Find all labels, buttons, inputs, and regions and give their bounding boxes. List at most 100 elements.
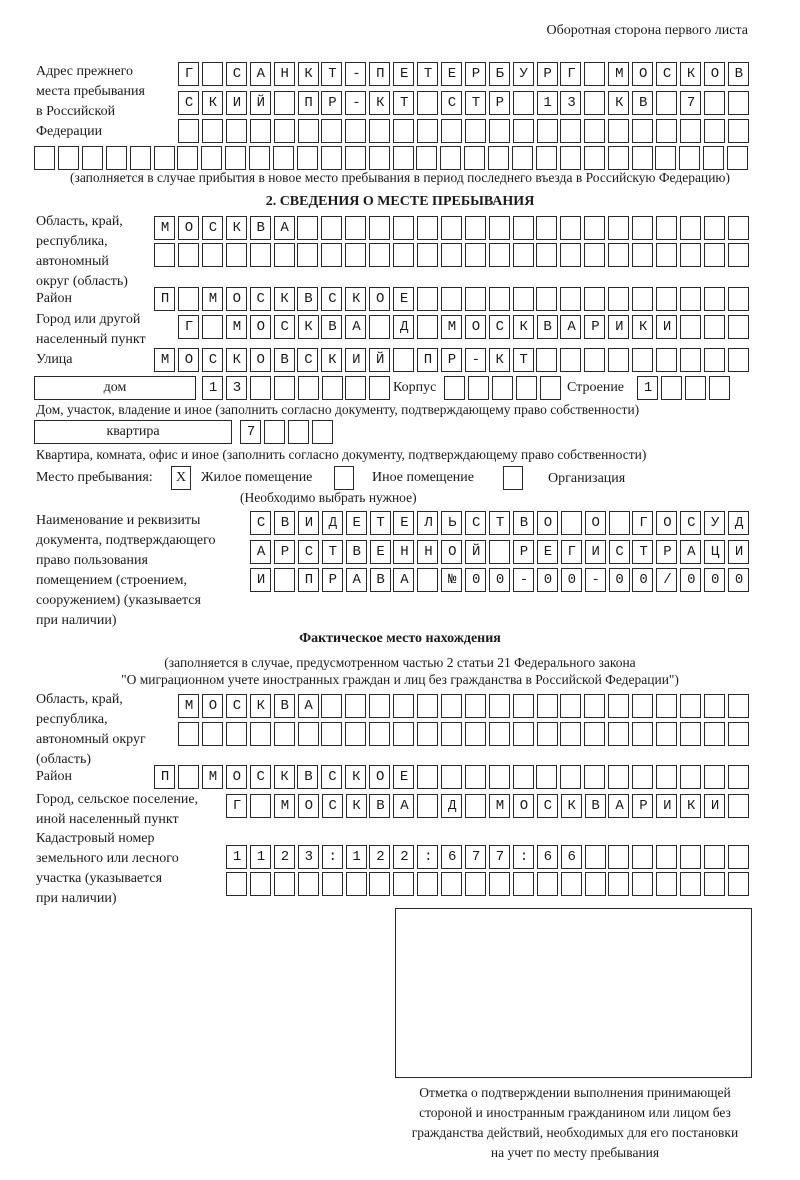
char-cell[interactable] (536, 91, 558, 115)
char-cell[interactable] (249, 62, 271, 86)
char-cell[interactable] (536, 216, 558, 240)
char-cell[interactable] (584, 315, 606, 339)
char-cell[interactable] (441, 540, 463, 564)
char-cell[interactable] (416, 348, 438, 372)
char-cell[interactable] (679, 765, 701, 789)
char-cell[interactable] (369, 315, 391, 339)
char-cell[interactable] (297, 540, 319, 564)
char-cell[interactable] (201, 765, 223, 789)
char-cell[interactable] (512, 872, 534, 896)
char-cell[interactable] (225, 146, 247, 170)
char-cell[interactable] (321, 243, 343, 267)
char-cell[interactable] (441, 568, 463, 592)
char-cell[interactable] (584, 794, 606, 818)
char-cell[interactable] (465, 872, 486, 896)
char-cell[interactable] (703, 119, 725, 143)
char-cell[interactable] (297, 62, 319, 86)
char-cell[interactable] (632, 540, 654, 564)
char-cell[interactable] (201, 287, 223, 311)
char-cell[interactable] (369, 694, 391, 718)
char-cell[interactable] (417, 845, 439, 869)
char-cell[interactable] (656, 315, 677, 339)
char-cell[interactable] (679, 216, 701, 240)
char-cell[interactable] (225, 765, 247, 789)
char-cell[interactable] (345, 694, 367, 718)
char-cell[interactable] (321, 540, 343, 564)
char-cell[interactable] (488, 794, 510, 818)
char-cell[interactable] (560, 62, 582, 86)
char-cell[interactable] (369, 216, 391, 240)
apartment-type-field[interactable]: квартира (34, 420, 232, 444)
char-cell[interactable] (369, 91, 391, 115)
char-cell[interactable] (464, 216, 486, 240)
char-cell[interactable] (727, 91, 749, 115)
char-cell[interactable] (440, 287, 462, 311)
char-cell[interactable] (607, 146, 629, 170)
char-cell[interactable] (679, 243, 701, 267)
char-cell[interactable] (488, 765, 510, 789)
char-cell[interactable] (608, 694, 630, 718)
char-cell[interactable] (679, 62, 701, 86)
char-cell[interactable] (368, 146, 390, 170)
char-cell[interactable] (201, 348, 223, 372)
char-cell[interactable] (727, 794, 749, 818)
char-cell[interactable] (273, 119, 295, 143)
char-cell[interactable] (536, 62, 558, 86)
char-cell[interactable] (441, 511, 463, 535)
char-cell[interactable] (655, 287, 677, 311)
char-cell[interactable] (440, 694, 462, 718)
char-cell[interactable] (249, 243, 271, 267)
char-cell[interactable] (287, 420, 309, 444)
char-cell[interactable] (249, 216, 271, 240)
char-cell[interactable] (249, 315, 271, 339)
char-cell[interactable] (703, 722, 725, 746)
char-cell[interactable] (464, 722, 486, 746)
char-cell[interactable] (512, 146, 533, 170)
char-cell[interactable] (369, 511, 391, 535)
char-cell[interactable] (225, 119, 247, 143)
char-cell[interactable] (273, 694, 295, 718)
char-cell[interactable] (273, 511, 295, 535)
char-cell[interactable] (608, 315, 630, 339)
char-cell[interactable] (201, 62, 223, 86)
char-cell[interactable] (703, 91, 725, 115)
char-cell[interactable] (512, 243, 534, 267)
char-cell[interactable] (728, 540, 749, 564)
char-cell[interactable] (297, 845, 319, 869)
char-cell[interactable] (559, 146, 581, 170)
char-cell[interactable] (345, 91, 367, 115)
char-cell[interactable] (655, 765, 677, 789)
char-cell[interactable] (465, 794, 486, 818)
char-cell[interactable] (584, 62, 606, 86)
char-cell[interactable] (57, 146, 79, 170)
char-cell[interactable] (608, 568, 630, 592)
char-cell[interactable] (704, 845, 725, 869)
char-cell[interactable] (345, 243, 367, 267)
char-cell[interactable] (608, 287, 630, 311)
char-cell[interactable] (201, 694, 223, 718)
char-cell[interactable] (608, 511, 630, 535)
char-cell[interactable] (321, 315, 343, 339)
char-cell[interactable] (273, 315, 295, 339)
char-cell[interactable] (584, 722, 606, 746)
char-cell[interactable] (727, 722, 749, 746)
char-cell[interactable] (440, 216, 462, 240)
char-cell[interactable] (417, 91, 438, 115)
char-cell[interactable] (273, 845, 295, 869)
char-cell[interactable] (727, 315, 749, 339)
char-cell[interactable] (608, 62, 630, 86)
char-cell[interactable] (417, 722, 438, 746)
char-cell[interactable] (656, 794, 678, 818)
char-cell[interactable] (703, 348, 725, 372)
char-cell[interactable] (584, 765, 606, 789)
char-cell[interactable] (311, 420, 333, 444)
char-cell[interactable] (512, 694, 534, 718)
char-cell[interactable] (488, 119, 510, 143)
char-cell[interactable] (660, 376, 682, 400)
char-cell[interactable] (608, 216, 630, 240)
char-cell[interactable] (560, 348, 582, 372)
char-cell[interactable] (464, 765, 486, 789)
char-cell[interactable] (727, 243, 749, 267)
char-cell[interactable] (560, 511, 582, 535)
char-cell[interactable] (250, 540, 271, 564)
